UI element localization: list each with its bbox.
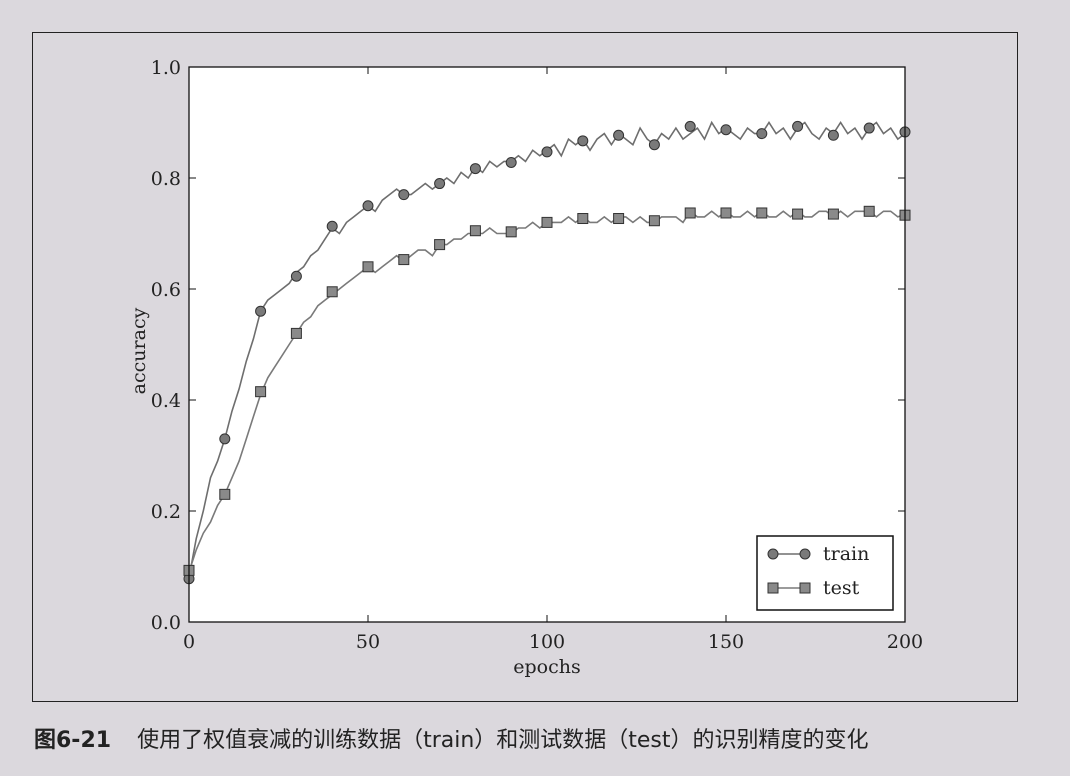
data-point-train bbox=[469, 163, 481, 175]
data-point-train bbox=[684, 120, 696, 132]
x-tick-label: 100 bbox=[529, 631, 565, 653]
data-point-train bbox=[756, 128, 768, 140]
x-axis-label: epochs bbox=[513, 656, 580, 678]
x-tick-label: 150 bbox=[708, 631, 744, 653]
data-point-train bbox=[255, 305, 267, 317]
data-point-test bbox=[505, 226, 517, 238]
x-tick-label: 0 bbox=[183, 631, 195, 653]
legend-marker-train bbox=[799, 548, 811, 560]
data-point-train bbox=[863, 122, 875, 134]
y-tick-label: 1.0 bbox=[151, 57, 181, 79]
legend-label-test: test bbox=[823, 577, 860, 599]
data-point-train bbox=[362, 200, 374, 212]
plot-area bbox=[189, 67, 905, 622]
legend-marker-test bbox=[767, 582, 779, 594]
data-point-test bbox=[827, 208, 839, 220]
data-point-test bbox=[792, 208, 804, 220]
x-tick-label: 50 bbox=[356, 631, 380, 653]
data-point-test bbox=[326, 286, 338, 298]
y-axis-label: accuracy bbox=[128, 307, 150, 394]
data-point-train bbox=[219, 433, 231, 445]
accuracy-chart: 0 50 100 150 200 0.0 0.2 0.4 0.6 0.8 1.0 train test… bbox=[128, 57, 923, 678]
data-point-test bbox=[577, 213, 589, 225]
data-point-test bbox=[648, 215, 660, 227]
legend-label-train: train bbox=[823, 543, 869, 565]
x-tick-label: 200 bbox=[887, 631, 923, 653]
data-point-train bbox=[398, 189, 410, 201]
y-tick-label: 0.4 bbox=[151, 390, 181, 412]
figure-frame: 0 50 100 150 200 0.0 0.2 0.4 0.6 0.8 1.0 train test… bbox=[32, 32, 1018, 702]
data-point-test bbox=[720, 207, 732, 219]
figure-caption-text: 使用了权值衰减的训练数据（train）和测试数据（test）的识别精度的变化 bbox=[137, 728, 869, 753]
y-tick-label: 0.6 bbox=[151, 279, 181, 301]
y-tick-label: 0.8 bbox=[151, 168, 181, 190]
data-point-train bbox=[505, 156, 517, 168]
data-point-train bbox=[613, 129, 625, 141]
data-point-test bbox=[290, 327, 302, 339]
data-point-test bbox=[255, 386, 267, 398]
figure-number: 图6-21 bbox=[34, 728, 112, 753]
y-tick-label: 0.0 bbox=[151, 612, 181, 634]
data-point-test bbox=[756, 207, 768, 219]
data-point-test bbox=[469, 225, 481, 237]
data-point-test bbox=[541, 216, 553, 228]
figure-caption: 图6-21 使用了权值衰减的训练数据（train）和测试数据（test）的识别精度… bbox=[34, 722, 869, 754]
y-tick-label: 0.2 bbox=[151, 501, 181, 523]
legend-marker-train bbox=[767, 548, 779, 560]
data-point-train bbox=[541, 146, 553, 158]
data-point-train bbox=[434, 178, 446, 190]
data-point-train bbox=[792, 120, 804, 132]
legend-marker-test bbox=[799, 582, 811, 594]
data-point-test bbox=[684, 207, 696, 219]
data-point-train bbox=[720, 124, 732, 136]
data-point-train bbox=[290, 270, 302, 282]
data-point-train bbox=[577, 135, 589, 147]
data-point-train bbox=[326, 220, 338, 232]
data-point-test bbox=[362, 261, 374, 273]
data-point-test bbox=[219, 488, 231, 500]
data-point-test bbox=[613, 213, 625, 225]
data-point-test bbox=[863, 205, 875, 217]
legend-box bbox=[756, 535, 894, 611]
data-point-test bbox=[398, 254, 410, 266]
data-point-test bbox=[434, 239, 446, 251]
data-point-train bbox=[827, 129, 839, 141]
data-point-train bbox=[648, 139, 660, 151]
